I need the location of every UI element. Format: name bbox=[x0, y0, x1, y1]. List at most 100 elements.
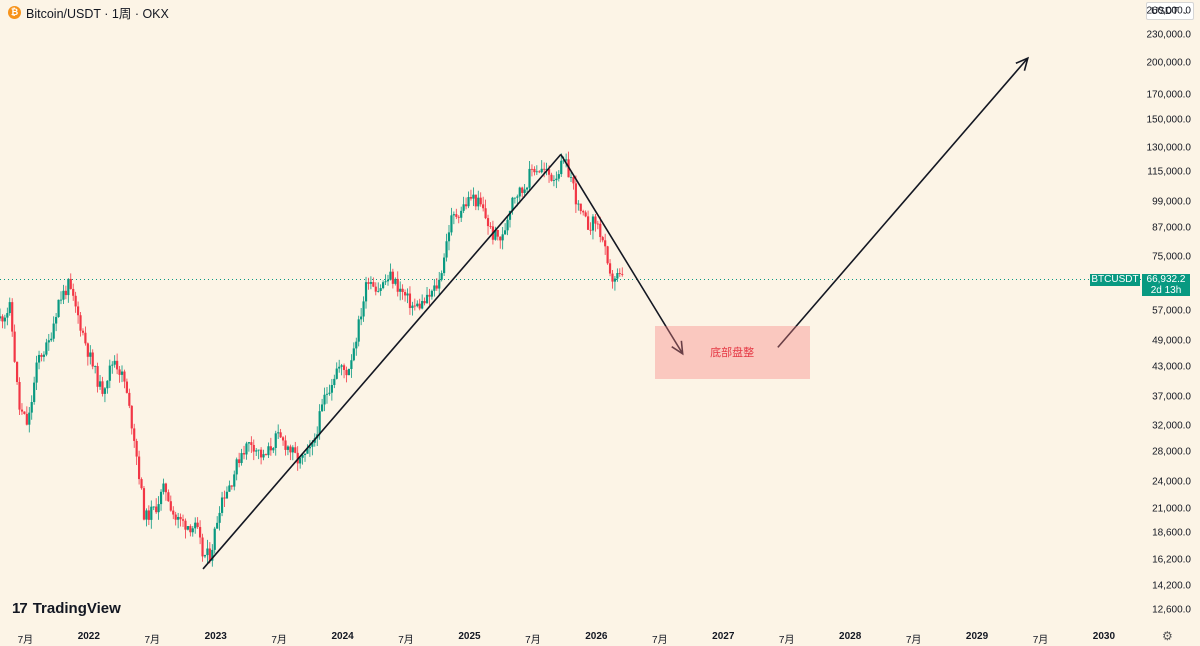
candle-body bbox=[281, 437, 285, 441]
symbol-title[interactable]: Bitcoin/USDT · 1周 · OKX bbox=[26, 6, 169, 21]
candle-body bbox=[601, 237, 604, 241]
candle-body bbox=[33, 382, 36, 403]
price-tick-label: 87,000.0 bbox=[1152, 222, 1191, 234]
candle-body bbox=[233, 474, 236, 487]
time-tick-label: 7月 bbox=[778, 635, 795, 646]
time-tick-label: 2024 bbox=[331, 631, 354, 642]
price-tick-label: 130,000.0 bbox=[1146, 142, 1192, 154]
candle-body bbox=[11, 302, 14, 332]
price-tick-label: 12,600.0 bbox=[1152, 604, 1191, 616]
candle-body bbox=[64, 290, 67, 296]
candle-body bbox=[547, 169, 551, 175]
candle-body bbox=[279, 432, 282, 438]
candle-body bbox=[291, 447, 294, 453]
price-tick-label: 21,000.0 bbox=[1152, 503, 1191, 515]
candle-body bbox=[177, 516, 180, 520]
candle-body bbox=[396, 278, 399, 292]
candle-body bbox=[472, 194, 475, 199]
candle-body bbox=[425, 294, 429, 304]
candle-body bbox=[52, 323, 55, 339]
candle-body bbox=[423, 301, 426, 304]
candle-body bbox=[418, 303, 421, 309]
candle-body bbox=[106, 380, 109, 389]
candle-body bbox=[357, 319, 360, 342]
arrow-head-icon bbox=[1015, 56, 1030, 71]
candle-body bbox=[245, 443, 248, 455]
candle-body bbox=[172, 510, 175, 515]
candle-body bbox=[289, 446, 292, 453]
currency-selector[interactable]: USDT ⌄ bbox=[1146, 2, 1194, 20]
time-tick-label: 2030 bbox=[1092, 631, 1116, 642]
candle-body bbox=[50, 338, 53, 341]
candle-body bbox=[6, 313, 9, 318]
candle-body bbox=[242, 453, 246, 455]
candle-body bbox=[84, 332, 87, 344]
candle-body bbox=[342, 365, 346, 370]
price-tick-label: 170,000.0 bbox=[1146, 89, 1192, 101]
candle-body bbox=[130, 405, 133, 429]
trend-arrow[interactable] bbox=[777, 57, 1029, 348]
candle-body bbox=[42, 354, 46, 357]
candle-body bbox=[40, 354, 43, 357]
candle-body bbox=[142, 488, 146, 520]
candle-body bbox=[584, 212, 587, 217]
candle-body bbox=[321, 404, 324, 412]
candle-body bbox=[191, 528, 194, 533]
candle-body bbox=[374, 286, 377, 292]
candle-body bbox=[118, 369, 121, 375]
candle-body bbox=[235, 459, 238, 475]
candle-body bbox=[360, 316, 363, 320]
candle-body bbox=[218, 512, 221, 523]
price-tick-label: 16,200.0 bbox=[1152, 554, 1191, 566]
time-tick-label: 7月 bbox=[525, 635, 541, 646]
candle-body bbox=[201, 537, 204, 557]
candle-body bbox=[255, 450, 258, 452]
time-tick-label: 2022 bbox=[77, 631, 100, 642]
candle-body bbox=[457, 216, 460, 218]
candle-body bbox=[550, 174, 553, 181]
candle-body bbox=[523, 189, 526, 193]
candle-body bbox=[152, 506, 155, 508]
tradingview-logo-text: TradingView bbox=[32, 600, 121, 617]
candle-body bbox=[267, 446, 270, 456]
trend-arrow[interactable] bbox=[560, 153, 684, 355]
candle-body bbox=[433, 285, 436, 291]
candle-body bbox=[133, 428, 136, 441]
candle-body bbox=[384, 281, 387, 283]
price-tick-label: 18,600.0 bbox=[1152, 527, 1191, 539]
candle-body bbox=[13, 331, 16, 362]
candle-body bbox=[335, 368, 338, 379]
candle-body bbox=[89, 352, 92, 357]
candle-body bbox=[484, 208, 487, 219]
consolidation-zone[interactable]: 底部盘整 bbox=[654, 325, 810, 379]
candle-body bbox=[72, 288, 75, 296]
settings-icon[interactable]: ⚙ bbox=[1162, 629, 1173, 643]
candle-body bbox=[399, 288, 402, 292]
candle-body bbox=[386, 279, 390, 282]
candle-body bbox=[101, 381, 104, 394]
price-chart[interactable] bbox=[0, 0, 1142, 628]
trend-line[interactable] bbox=[202, 153, 562, 570]
candle-body bbox=[294, 447, 297, 453]
candle-body bbox=[438, 279, 441, 289]
candle-body bbox=[504, 230, 507, 235]
candle-body bbox=[445, 241, 448, 258]
candle-body bbox=[169, 501, 172, 511]
candle-body bbox=[306, 448, 309, 454]
candle-body bbox=[460, 210, 463, 218]
price-tick-label: 14,200.0 bbox=[1152, 580, 1191, 592]
candle-body bbox=[120, 371, 124, 375]
drawings[interactable] bbox=[202, 56, 1030, 570]
candle-body bbox=[303, 453, 307, 455]
candle-body bbox=[482, 204, 485, 209]
time-axis[interactable]: 7月 2022 7月 2023 7月 2024 7月 2025 7月 2026 7月 2027 7月 20… bbox=[0, 628, 1142, 646]
tradingview-logo[interactable]: 17 TradingView bbox=[12, 600, 121, 617]
candle-body bbox=[225, 491, 229, 499]
candle-body bbox=[86, 343, 89, 357]
candle-body bbox=[606, 246, 609, 264]
candle-body bbox=[538, 171, 541, 173]
price-tag-value: 66,932.2 bbox=[1142, 273, 1190, 286]
candle-body bbox=[189, 526, 192, 533]
candle-body bbox=[81, 330, 85, 333]
price-axis[interactable]: 260,000.0 230,000.0 200,000.0 170,000.0 150,… bbox=[1142, 0, 1200, 644]
